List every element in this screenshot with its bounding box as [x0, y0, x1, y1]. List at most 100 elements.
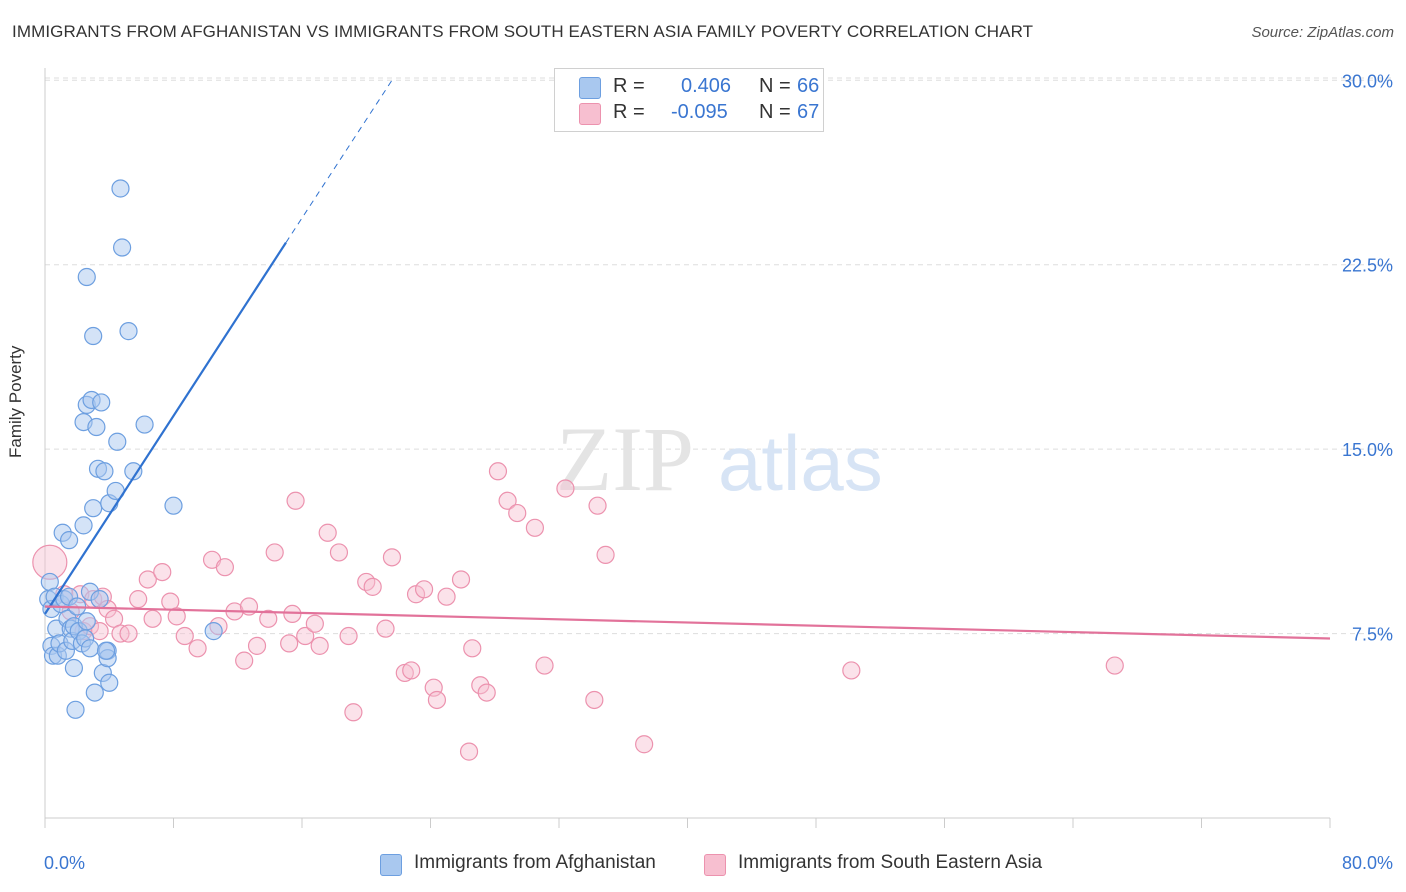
pink-data-point: [119, 624, 138, 643]
blue-data-point: [74, 516, 93, 535]
pink-data-point: [488, 462, 508, 481]
pink-data-point: [498, 491, 517, 510]
pink-data-point: [329, 543, 349, 562]
legend-swatch-pink: [579, 103, 601, 125]
pink-data-point: [402, 661, 421, 680]
blue-trend-extension: [285, 80, 393, 243]
blue-data-point: [84, 326, 103, 346]
y-tick-label: 30.0%: [1342, 71, 1393, 91]
pink-data-point: [305, 614, 324, 633]
watermark-atlas: atlas: [718, 419, 883, 507]
blue-data-point: [87, 417, 106, 437]
legend-r-value: 0.406: [681, 75, 732, 97]
blue-trend-line: [44, 241, 287, 615]
blue-data-point: [85, 683, 104, 702]
pink-data-point: [259, 609, 278, 628]
pink-data-point: [188, 639, 207, 658]
legend-n-label: N =: [759, 75, 791, 97]
blue-data-point: [90, 590, 109, 609]
pink-data-point: [235, 651, 254, 670]
pink-data-point: [477, 683, 496, 702]
pink-data-point: [318, 523, 337, 542]
pink-data-point: [344, 703, 363, 722]
pink-data-point: [143, 609, 162, 628]
legend-r-value: -0.095: [671, 101, 728, 123]
pink-data-point: [247, 636, 267, 655]
legend-r-label: R =: [613, 101, 645, 123]
pink-data-point: [596, 545, 615, 564]
blue-data-point: [111, 179, 130, 198]
pink-data-point: [556, 479, 575, 498]
blue-data-point: [124, 462, 143, 481]
tick-labels: 7.5% 15.0% 22.5% 30.0% 0.0% 80.0%: [44, 71, 1393, 873]
pink-data-point: [437, 587, 456, 606]
pink-data-point: [525, 518, 545, 537]
blue-data-point: [59, 531, 79, 550]
grid-layer: [45, 77, 1392, 635]
bottom-legend-swatch-blue: [380, 854, 402, 876]
pink-data-point: [427, 690, 447, 710]
pink-data-point: [471, 676, 490, 695]
pink-data-point: [265, 543, 284, 562]
x-tick-label: 0.0%: [44, 853, 85, 873]
legend-n-value: 67: [797, 101, 820, 123]
chart-title: IMMIGRANTS FROM AFGHANISTAN VS IMMIGRANT…: [12, 22, 1034, 41]
pink-data-point: [167, 607, 186, 626]
pink-data-point: [310, 636, 329, 655]
pink-data-point: [129, 590, 148, 609]
blue-data-point: [112, 238, 132, 257]
blue-data-point: [119, 322, 138, 341]
blue-data-point: [84, 499, 103, 518]
pink-data-point: [90, 622, 109, 641]
pink-data-point: [296, 626, 315, 646]
pink-data-point: [842, 661, 861, 680]
x-tick-label: 80.0%: [1342, 853, 1393, 873]
blue-series-points: [39, 179, 223, 719]
source-label: Source: ZipAtlas.com: [1251, 24, 1394, 41]
pink-data-point: [376, 619, 395, 638]
y-tick-label: 22.5%: [1342, 256, 1393, 276]
watermark: ZIP atlas: [556, 408, 883, 510]
trend-lines: [44, 80, 1331, 640]
pink-trend-line: [44, 605, 1331, 640]
pink-data-point: [363, 577, 382, 596]
pink-data-point: [585, 690, 604, 710]
pink-data-point: [463, 639, 482, 658]
blue-data-point: [77, 612, 96, 631]
axes-layer: [44, 68, 1331, 828]
pink-data-point: [508, 503, 527, 523]
pink-data-point: [215, 558, 234, 577]
pink-data-point: [382, 548, 402, 567]
blue-data-point: [66, 700, 85, 719]
pink-data-point: [588, 496, 607, 515]
pink-data-point: [339, 626, 358, 646]
blue-data-point: [92, 393, 111, 412]
pink-data-point: [635, 735, 654, 754]
legend-r-label: R =: [613, 75, 645, 97]
blue-data-point: [64, 658, 84, 678]
pink-data-point: [535, 656, 554, 675]
pink-data-point: [286, 491, 305, 510]
blue-data-point: [80, 639, 100, 658]
bottom-legend-label: Immigrants from Afghanistan: [414, 852, 656, 873]
pink-data-point: [153, 562, 172, 582]
y-axis-title: Family Poverty: [6, 345, 25, 458]
blue-data-point: [135, 415, 154, 434]
blue-data-point: [96, 641, 116, 660]
blue-data-point: [164, 496, 183, 515]
legend-n-value: 66: [797, 75, 820, 97]
pink-data-point: [175, 626, 194, 646]
bottom-legend-swatch-pink: [704, 854, 726, 876]
y-tick-label: 15.0%: [1342, 440, 1393, 460]
bottom-legend-label: Immigrants from South Eastern Asia: [738, 852, 1043, 873]
y-tick-label: 7.5%: [1352, 625, 1393, 645]
pink-data-point: [414, 580, 434, 599]
legend-swatch-blue: [579, 77, 601, 99]
pink-data-point: [280, 634, 299, 653]
blue-data-point: [108, 432, 127, 451]
legend-n-label: N =: [759, 101, 791, 123]
pink-data-point: [138, 570, 157, 589]
watermark-zip: ZIP: [556, 408, 694, 510]
pink-data-point: [1105, 656, 1124, 675]
